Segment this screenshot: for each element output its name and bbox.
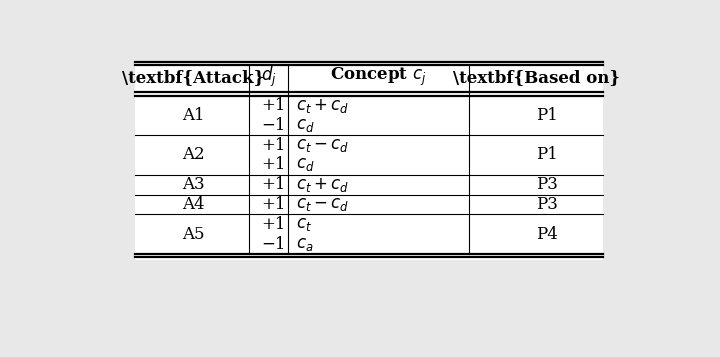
Text: \textbf{Attack}: \textbf{Attack} <box>122 69 264 86</box>
Text: +1: +1 <box>261 156 285 174</box>
Text: +1: +1 <box>261 137 285 154</box>
Text: P4: P4 <box>536 226 558 243</box>
Text: A4: A4 <box>182 196 204 213</box>
Text: +1: +1 <box>261 97 285 114</box>
Text: Concept $c_j$: Concept $c_j$ <box>330 66 427 88</box>
Text: P3: P3 <box>536 196 558 213</box>
Text: $c_d$: $c_d$ <box>297 117 315 134</box>
FancyBboxPatch shape <box>135 62 603 260</box>
Text: P1: P1 <box>536 107 558 124</box>
Text: \textbf{Based on}: \textbf{Based on} <box>453 69 620 86</box>
Text: $c_t - c_d$: $c_t - c_d$ <box>297 196 350 213</box>
Text: $c_t - c_d$: $c_t - c_d$ <box>297 137 350 154</box>
Text: +1: +1 <box>261 216 285 233</box>
Text: $d_j$: $d_j$ <box>261 65 276 89</box>
Text: $c_t + c_d$: $c_t + c_d$ <box>297 96 350 115</box>
Text: A1: A1 <box>182 107 204 124</box>
Text: −1: −1 <box>261 117 285 134</box>
Text: P1: P1 <box>536 146 558 164</box>
Text: $c_t + c_d$: $c_t + c_d$ <box>297 176 350 194</box>
Text: +1: +1 <box>261 196 285 213</box>
Text: A2: A2 <box>182 146 204 164</box>
Text: A3: A3 <box>182 176 204 193</box>
Text: +1: +1 <box>261 176 285 193</box>
Text: $c_t$: $c_t$ <box>297 216 312 233</box>
Text: A5: A5 <box>182 226 204 243</box>
Text: $c_a$: $c_a$ <box>297 236 314 252</box>
Text: P3: P3 <box>536 176 558 193</box>
Text: $c_d$: $c_d$ <box>297 156 315 174</box>
Text: −1: −1 <box>261 236 285 252</box>
